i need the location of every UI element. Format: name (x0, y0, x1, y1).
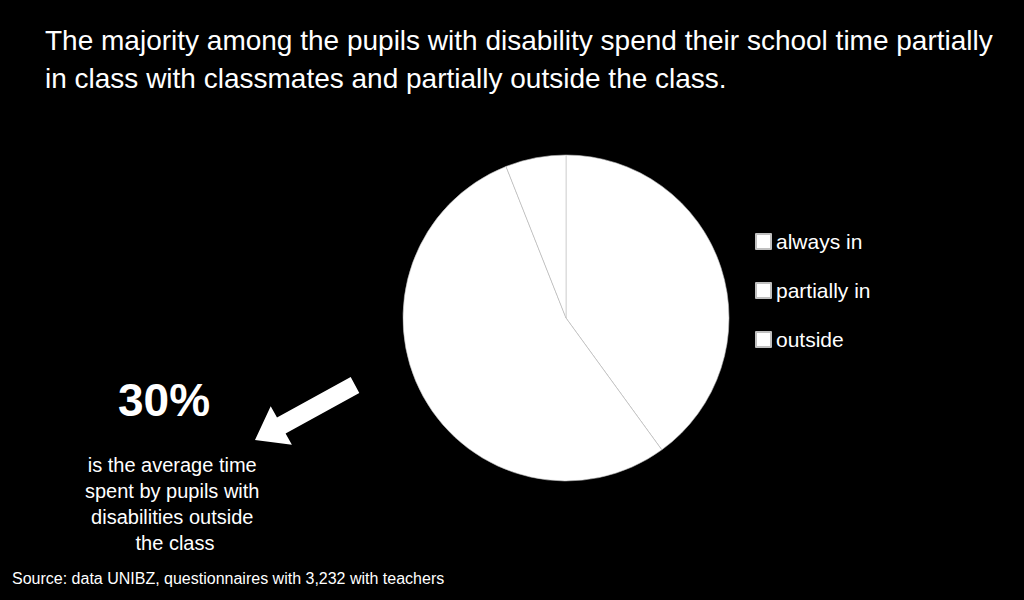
svg-text:in class with classmates and p: in class with classmates and partially o… (45, 63, 727, 94)
svg-text:the class: the class (136, 532, 215, 554)
svg-text:The majority among the pupils: The majority among the pupils with disab… (45, 25, 1001, 56)
svg-text:always in: always in (776, 230, 862, 253)
svg-text:spent by pupils with: spent by pupils with (85, 480, 265, 502)
svg-text:outside: outside (776, 328, 844, 351)
svg-text:Source: data UNIBZ, questionna: Source: data UNIBZ, questionnaires with … (12, 570, 444, 587)
svg-text:30%: 30% (118, 374, 210, 426)
svg-text:disabilities outside: disabilities outside (91, 506, 259, 528)
svg-text:is the average time: is the average time (88, 454, 263, 476)
svg-text:partially in: partially in (776, 279, 871, 302)
